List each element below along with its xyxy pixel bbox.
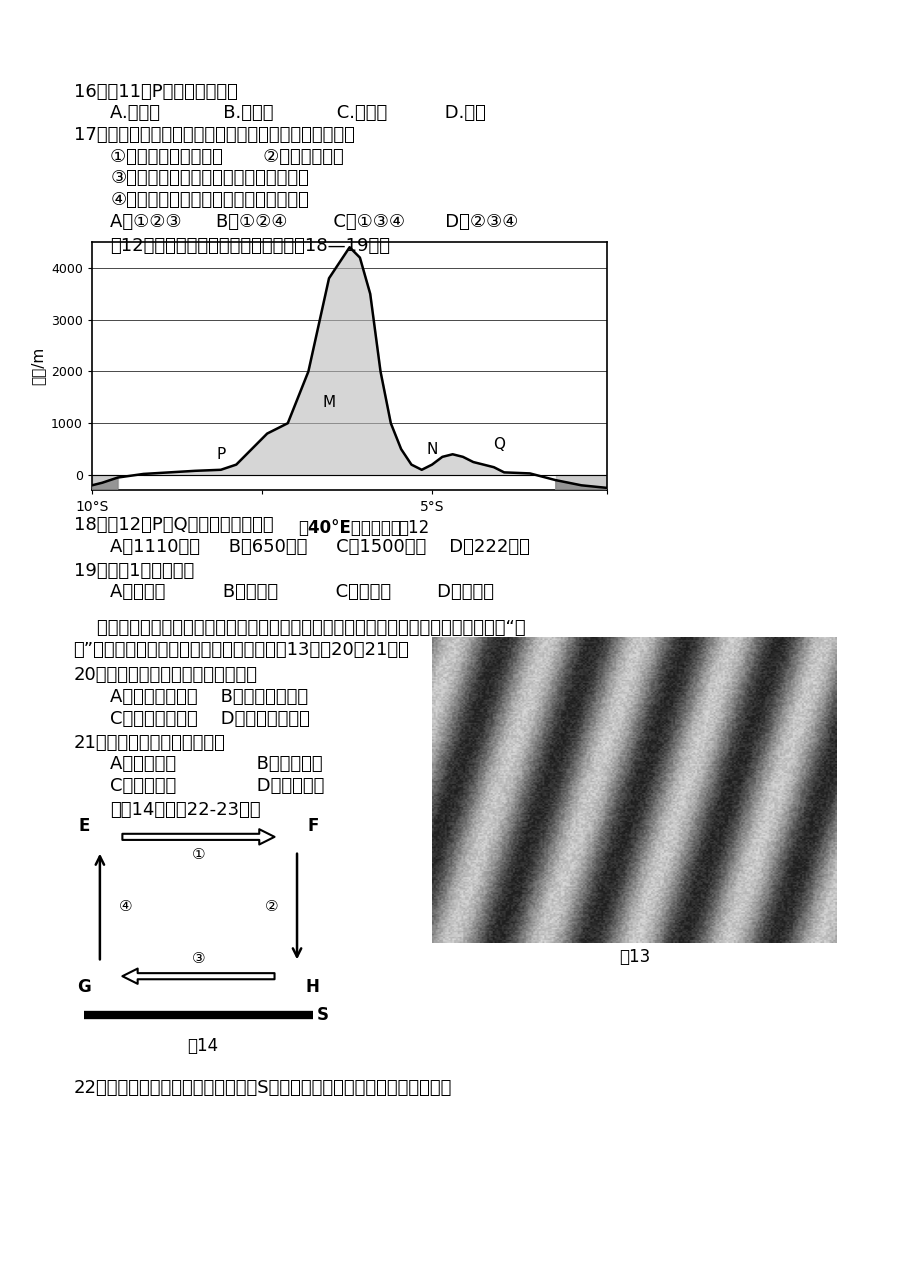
Text: ②: ② (265, 899, 278, 913)
Text: M: M (322, 395, 335, 410)
Text: ③: ③ (191, 950, 205, 966)
X-axis label: 兆40°E的地形剖面: 兆40°E的地形剖面 (298, 519, 401, 538)
Text: A．1110千米     B．650千米     C．1500千米    D．222千米: A．1110千米 B．650千米 C．1500千米 D．222千米 (110, 538, 529, 555)
Text: 柱”），有时连成一片，宛似白菊盛开。读图13完成20～21题。: 柱”），有时连成一片，宛似白菊盛开。读图13完成20～21题。 (74, 641, 409, 659)
Text: P: P (216, 446, 225, 461)
Text: 19、该岛1月盛行风向: 19、该岛1月盛行风向 (74, 562, 194, 580)
Text: C．晴朗无风              D．阴天下雪: C．晴朗无风 D．阴天下雪 (110, 777, 324, 795)
Text: 18、图12中P、Q两地的直线距离约: 18、图12中P、Q两地的直线距离约 (74, 516, 273, 534)
Text: 在寒冷的冬夜，裸露而松散的土地上，常常可以看到生长出千姿百态的地冰花（也称为“霜: 在寒冷的冬夜，裸露而松散的土地上，常常可以看到生长出千姿百态的地冰花（也称为“霜 (74, 619, 525, 637)
Text: Q: Q (493, 437, 505, 452)
Text: A.河漫滩           B.三角洲           C.冲积扇          D.沙丘: A.河漫滩 B.三角洲 C.冲积扇 D.沙丘 (110, 104, 486, 122)
Text: N: N (425, 442, 437, 457)
Text: 图12: 图12 (398, 519, 429, 536)
Text: A．大风降温              B．晴朗温暖: A．大风降温 B．晴朗温暖 (110, 755, 323, 773)
Text: 读图14，完成22-23题。: 读图14，完成22-23题。 (110, 801, 261, 819)
Text: 21、地冰花形成的天气条件是: 21、地冰花形成的天气条件是 (74, 734, 225, 752)
Text: 22、如果图示为海陆间水循环模式，S线代表地球表面，则下列说法正确的是: 22、如果图示为海陆间水循环模式，S线代表地球表面，则下列说法正确的是 (74, 1079, 451, 1097)
Text: 图13: 图13 (618, 948, 650, 966)
Text: ①阻挡西北方寒冷气流       ②阻止沙漠入侵: ①阻挡西北方寒冷气流 ②阻止沙漠入侵 (110, 148, 344, 166)
Text: ④西坡为西北季风迎风坡，增加降水补给: ④西坡为西北季风迎风坡，增加降水补给 (110, 191, 309, 209)
Text: 16、图11中P处的地貌类型是: 16、图11中P处的地貌类型是 (74, 83, 237, 101)
Text: 图12为局部地区位置示意图，读图完成18—19题：: 图12为局部地区位置示意图，读图完成18—19题： (110, 237, 390, 255)
Text: F: F (307, 817, 318, 834)
Text: ④: ④ (119, 899, 132, 913)
Text: 图14: 图14 (187, 1037, 218, 1055)
Text: 17、贺兰山被称为宁夏平原的「守护神」，主要原因包括: 17、贺兰山被称为宁夏平原的「守护神」，主要原因包括 (74, 126, 354, 144)
Text: A．水汽来源不同    B．风力大小不同: A．水汽来源不同 B．风力大小不同 (110, 688, 308, 706)
Text: ①: ① (191, 847, 205, 862)
Text: A．东北风          B．东南风          C．西南风        D．西北风: A．东北风 B．东南风 C．西南风 D．西北风 (110, 583, 494, 601)
Text: S: S (316, 1006, 328, 1024)
Text: G: G (77, 978, 91, 996)
Text: H: H (305, 978, 320, 996)
Text: E: E (78, 817, 90, 834)
Text: C．温度高低不同    D．阴晴状况不同: C．温度高低不同 D．阴晴状况不同 (110, 710, 310, 727)
Text: 20、地冰花与霜的形成不同，原因是: 20、地冰花与霜的形成不同，原因是 (74, 666, 257, 684)
Text: ③东坡为东南季风迎风坡，增加降水补给: ③东坡为东南季风迎风坡，增加降水补给 (110, 169, 309, 187)
Y-axis label: 海拔/m: 海拔/m (30, 347, 46, 386)
Text: A．①②③      B．①②④        C．①③④       D．②③④: A．①②③ B．①②④ C．①③④ D．②③④ (110, 213, 518, 231)
